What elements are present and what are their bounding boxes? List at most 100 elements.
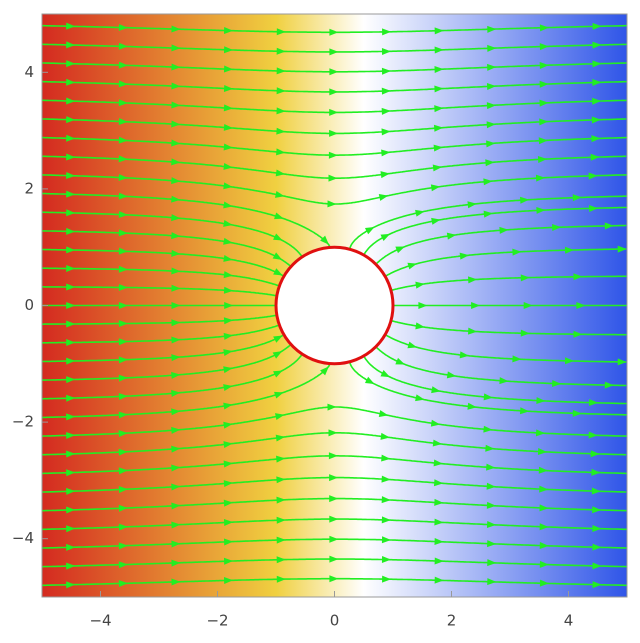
arrowhead xyxy=(572,194,582,202)
arrowhead xyxy=(118,265,128,273)
arrowhead xyxy=(223,441,233,449)
arrowhead xyxy=(223,538,234,546)
arrowhead xyxy=(565,357,575,365)
arrowhead xyxy=(431,386,441,394)
arrowhead xyxy=(329,474,339,482)
arrowhead xyxy=(273,233,283,241)
arrowhead xyxy=(171,559,181,567)
arrowhead xyxy=(118,229,128,237)
arrowhead xyxy=(329,108,339,116)
arrowhead xyxy=(224,577,234,585)
arrowhead xyxy=(66,60,76,68)
arrowhead xyxy=(485,444,495,452)
streamline xyxy=(391,320,627,336)
arrowhead xyxy=(171,44,181,52)
arrowhead xyxy=(459,252,469,260)
arrowhead xyxy=(118,338,128,346)
arrowhead xyxy=(381,149,391,157)
arrowhead xyxy=(487,44,497,52)
arrowhead xyxy=(538,466,548,474)
arrowhead xyxy=(66,134,76,142)
arrowhead xyxy=(487,578,497,586)
streamline xyxy=(42,230,291,267)
arrowhead xyxy=(329,555,339,563)
arrowhead xyxy=(520,196,530,204)
arrowhead xyxy=(223,317,234,325)
arrowhead xyxy=(223,349,233,357)
arrowhead xyxy=(276,455,286,463)
arrowhead xyxy=(118,80,128,88)
arrowhead xyxy=(520,407,530,415)
arrowhead xyxy=(118,393,128,401)
arrowhead xyxy=(381,516,391,524)
arrowhead xyxy=(118,173,128,181)
arrowhead xyxy=(381,475,391,483)
arrowhead xyxy=(66,450,76,458)
arrowhead xyxy=(433,479,444,487)
arrowhead xyxy=(483,393,493,401)
arrowhead xyxy=(381,555,391,563)
arrowhead xyxy=(539,43,549,51)
arrowhead xyxy=(171,139,181,147)
arrowhead xyxy=(273,268,283,276)
arrowhead xyxy=(565,246,575,254)
arrowhead xyxy=(617,245,627,253)
arrowhead xyxy=(276,148,286,156)
arrowhead xyxy=(66,264,76,272)
arrowhead xyxy=(223,460,233,468)
arrowhead xyxy=(604,381,614,389)
arrowhead xyxy=(329,68,339,76)
arrowhead xyxy=(171,214,181,222)
arrowhead xyxy=(415,322,425,330)
arrowhead xyxy=(66,357,76,365)
streamline xyxy=(385,248,627,277)
arrowhead xyxy=(171,82,181,90)
arrowhead xyxy=(274,212,284,220)
streamline xyxy=(42,314,277,325)
arrowhead xyxy=(467,402,477,410)
arrowhead xyxy=(223,84,234,92)
arrowhead xyxy=(573,330,583,338)
streamline xyxy=(42,344,291,381)
arrowhead xyxy=(573,273,583,281)
arrowhead xyxy=(224,302,234,309)
arrowhead xyxy=(66,246,76,254)
arrowhead xyxy=(223,271,233,279)
arrowhead xyxy=(380,171,390,179)
arrowhead xyxy=(118,155,128,163)
arrowhead xyxy=(223,557,234,565)
arrowhead xyxy=(171,249,181,257)
arrowhead xyxy=(381,67,391,75)
arrowhead xyxy=(485,159,495,167)
arrowhead xyxy=(118,561,128,569)
arrowhead xyxy=(415,281,425,289)
arrowhead xyxy=(590,450,600,458)
arrowhead xyxy=(320,235,329,245)
arrowhead xyxy=(223,143,233,151)
arrowhead xyxy=(66,487,76,495)
arrowhead xyxy=(483,178,493,186)
arrowhead xyxy=(171,464,181,472)
arrowhead xyxy=(589,204,599,212)
arrowhead xyxy=(536,397,546,405)
arrowhead xyxy=(118,580,128,588)
arrowhead xyxy=(66,302,76,309)
arrowhead xyxy=(66,581,76,589)
arrowhead xyxy=(467,201,477,209)
arrowhead xyxy=(223,499,233,507)
arrowhead xyxy=(223,123,233,131)
arrowhead xyxy=(118,320,128,328)
arrowhead xyxy=(171,445,181,453)
arrowhead xyxy=(537,448,548,456)
arrowhead xyxy=(223,421,233,429)
arrowhead xyxy=(66,506,76,514)
arrowhead xyxy=(382,575,392,583)
arrowhead xyxy=(539,579,549,587)
arrowhead xyxy=(431,217,441,225)
streamline xyxy=(42,324,280,344)
arrowhead xyxy=(381,454,391,462)
arrowhead xyxy=(223,162,233,170)
arrowhead xyxy=(171,101,181,109)
arrowhead xyxy=(381,87,391,95)
